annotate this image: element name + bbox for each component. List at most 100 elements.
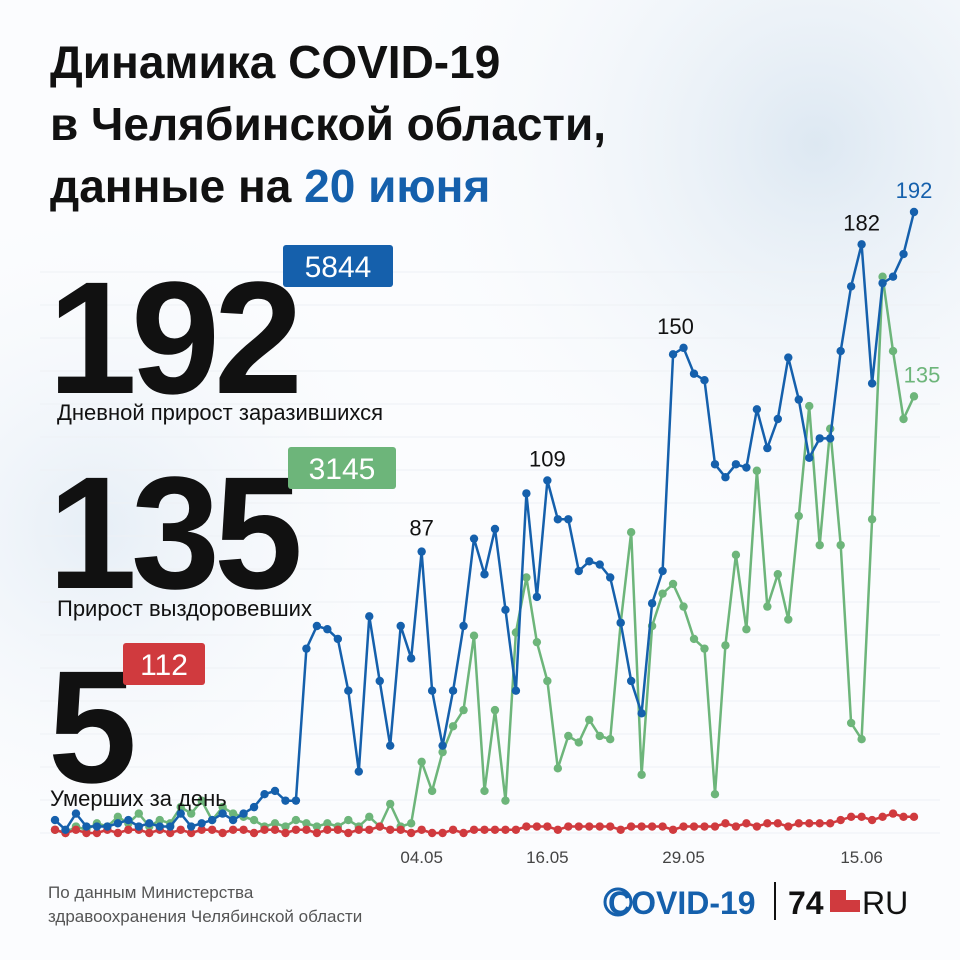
source-line: здравоохранения Челябинской области bbox=[48, 907, 362, 926]
data-point bbox=[228, 825, 238, 834]
data-point bbox=[616, 618, 625, 627]
data-point bbox=[731, 822, 741, 831]
data-point bbox=[679, 602, 688, 611]
data-point bbox=[134, 809, 144, 818]
data-point bbox=[386, 741, 395, 750]
data-point bbox=[438, 747, 447, 757]
data-point bbox=[846, 718, 856, 728]
data-point bbox=[155, 815, 164, 825]
data-point bbox=[909, 207, 919, 217]
data-point bbox=[459, 705, 468, 715]
data-point bbox=[469, 631, 479, 640]
data-point bbox=[710, 460, 720, 469]
title-line: данные на 20 июня bbox=[50, 160, 490, 212]
data-point bbox=[61, 825, 70, 834]
data-point bbox=[365, 825, 374, 834]
data-point bbox=[333, 825, 343, 834]
data-point bbox=[448, 825, 458, 834]
data-point bbox=[637, 770, 646, 779]
data-point bbox=[867, 515, 877, 524]
data-point bbox=[207, 825, 217, 834]
data-point bbox=[427, 828, 437, 838]
data-point bbox=[752, 466, 762, 475]
data-point bbox=[899, 812, 908, 822]
data-point bbox=[302, 825, 311, 834]
stat-label: Умерших за день bbox=[50, 786, 227, 811]
data-point bbox=[574, 738, 583, 747]
data-point bbox=[323, 819, 332, 828]
data-point bbox=[511, 686, 521, 695]
data-point bbox=[564, 731, 573, 741]
data-point bbox=[647, 822, 657, 831]
data-point bbox=[218, 828, 227, 838]
data-point bbox=[134, 822, 144, 831]
data-point bbox=[406, 819, 416, 828]
data-point bbox=[857, 735, 866, 744]
data-point bbox=[888, 809, 898, 818]
data-point bbox=[281, 828, 290, 838]
data-point bbox=[186, 828, 196, 838]
data-point bbox=[836, 346, 845, 356]
data-point bbox=[805, 453, 814, 463]
data-point bbox=[710, 822, 720, 831]
data-point bbox=[763, 443, 772, 453]
stat-total: 3145 bbox=[309, 453, 376, 486]
data-point bbox=[448, 722, 458, 731]
stat-label: Дневной прирост заразившихся bbox=[57, 400, 383, 425]
data-point bbox=[239, 809, 248, 818]
data-point bbox=[260, 825, 269, 834]
data-point bbox=[553, 515, 563, 524]
data-point bbox=[386, 825, 395, 834]
data-point bbox=[867, 815, 877, 825]
data-point bbox=[595, 560, 604, 569]
x-tick-label: 16.05 bbox=[526, 848, 569, 867]
data-point bbox=[522, 489, 531, 498]
data-point bbox=[553, 825, 563, 834]
data-point bbox=[846, 812, 856, 822]
data-point bbox=[396, 825, 405, 834]
source: По данным Министерства здравоохранения Ч… bbox=[48, 883, 362, 926]
data-point bbox=[249, 828, 259, 838]
data-point bbox=[239, 825, 248, 834]
data-point bbox=[805, 401, 814, 411]
data-point bbox=[480, 825, 489, 834]
data-point bbox=[50, 825, 60, 834]
data-point bbox=[836, 815, 845, 825]
data-point bbox=[689, 634, 699, 644]
data-point bbox=[218, 809, 227, 818]
data-point bbox=[815, 434, 824, 443]
data-point bbox=[532, 637, 542, 647]
data-point bbox=[312, 828, 322, 838]
data-point bbox=[899, 249, 908, 259]
stat-label: Прирост выздоровевших bbox=[57, 596, 312, 621]
x-tick-label: 29.05 bbox=[662, 848, 705, 867]
data-point bbox=[668, 825, 678, 834]
data-point bbox=[700, 375, 709, 385]
data-point bbox=[606, 822, 615, 831]
data-point bbox=[186, 809, 196, 818]
data-point bbox=[417, 757, 426, 767]
source-line: По данным Министерства bbox=[48, 883, 254, 902]
data-point bbox=[532, 822, 542, 831]
data-point bbox=[742, 463, 751, 472]
data-point bbox=[522, 573, 531, 582]
logo-square bbox=[846, 900, 860, 912]
data-point bbox=[480, 786, 489, 796]
data-point bbox=[124, 815, 133, 825]
data-point bbox=[270, 819, 280, 828]
data-point bbox=[721, 819, 730, 828]
data-point bbox=[658, 822, 667, 831]
data-point bbox=[82, 822, 91, 831]
data-point bbox=[480, 570, 489, 579]
data-point bbox=[490, 705, 500, 715]
data-point bbox=[417, 825, 426, 834]
data-point bbox=[553, 764, 563, 773]
data-point bbox=[679, 343, 688, 353]
data-point bbox=[427, 786, 437, 796]
title-text: данные на bbox=[50, 160, 304, 212]
data-point bbox=[700, 644, 709, 653]
data-point bbox=[501, 796, 510, 805]
logo-square bbox=[830, 890, 846, 912]
data-point bbox=[354, 825, 363, 834]
